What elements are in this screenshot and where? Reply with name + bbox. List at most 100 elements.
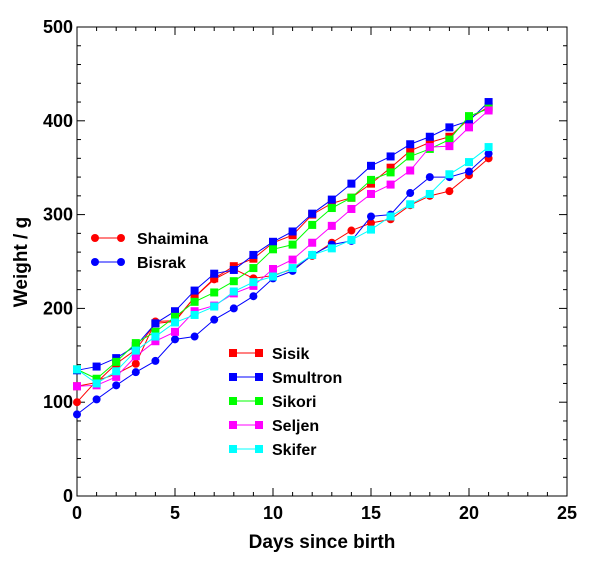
data-point	[445, 135, 454, 144]
legend-marker	[229, 397, 237, 405]
x-tick-label: 20	[459, 503, 479, 523]
data-point	[386, 152, 395, 161]
legend-marker	[91, 258, 99, 266]
legend-label: Sisik	[272, 346, 309, 363]
data-point	[406, 189, 415, 198]
data-point	[465, 167, 473, 176]
legend-item-smultron: Smultron	[229, 370, 342, 387]
data-point	[171, 327, 179, 336]
data-point	[131, 346, 140, 355]
data-point	[112, 381, 121, 390]
data-point	[269, 272, 277, 281]
legend-marker	[91, 234, 99, 242]
data-point	[288, 255, 297, 264]
data-point	[465, 112, 473, 121]
data-point	[347, 226, 356, 235]
y-tick-label: 100	[43, 392, 73, 412]
data-point	[131, 359, 140, 368]
data-point	[288, 264, 297, 273]
data-point	[249, 292, 258, 301]
series-skifer	[73, 143, 493, 388]
data-point	[73, 410, 81, 419]
data-point	[445, 123, 454, 132]
data-point	[347, 204, 356, 213]
legend-marker	[229, 349, 237, 357]
data-point	[347, 235, 356, 244]
data-point	[190, 310, 199, 319]
plot-frame	[76, 26, 568, 497]
data-point	[288, 227, 297, 236]
data-point	[73, 382, 81, 391]
data-point	[406, 200, 415, 209]
data-point	[73, 365, 81, 374]
data-point	[465, 116, 473, 125]
data-point	[386, 180, 395, 189]
data-point	[367, 175, 375, 184]
data-point	[327, 204, 336, 213]
data-point	[269, 245, 277, 254]
data-point	[190, 332, 199, 341]
data-point	[229, 277, 238, 286]
data-point	[406, 146, 415, 155]
y-tick-label: 400	[43, 111, 73, 131]
legend-marker	[117, 234, 125, 242]
data-point	[425, 143, 434, 152]
data-point	[308, 209, 317, 218]
data-point	[465, 158, 473, 167]
data-point	[308, 238, 317, 247]
series-line	[76, 101, 489, 371]
y-tick-label: 500	[43, 17, 73, 37]
y-tick-label: 200	[43, 298, 73, 318]
data-point	[190, 297, 199, 306]
data-point	[249, 278, 258, 287]
data-point	[112, 357, 121, 366]
data-point	[425, 173, 434, 182]
data-point	[367, 219, 375, 228]
legend-marker	[255, 421, 263, 429]
data-point	[210, 269, 219, 278]
legend-marker	[255, 373, 263, 381]
data-point	[288, 240, 297, 249]
data-point	[92, 395, 101, 404]
series-line	[76, 106, 489, 387]
legend-marker	[229, 445, 237, 453]
legend-label: Shaimina	[137, 231, 208, 248]
data-point	[386, 212, 395, 221]
data-point	[425, 189, 434, 198]
data-point	[229, 304, 238, 313]
data-point	[445, 187, 454, 196]
data-point	[171, 318, 179, 327]
data-point	[367, 212, 375, 221]
y-tick-label: 300	[43, 205, 73, 225]
data-point	[210, 288, 219, 297]
data-point	[131, 368, 140, 377]
data-point	[367, 161, 375, 170]
data-point	[327, 221, 336, 230]
legend-marker	[255, 445, 263, 453]
data-point	[484, 106, 493, 115]
data-point	[229, 265, 238, 274]
data-point	[484, 143, 493, 152]
data-point	[347, 193, 356, 202]
data-point	[112, 372, 121, 381]
data-point	[484, 149, 493, 158]
data-point	[308, 250, 317, 259]
series-smultron	[73, 98, 493, 375]
data-point	[92, 374, 101, 383]
legend-marker	[255, 397, 263, 405]
data-point	[151, 332, 160, 341]
data-point	[327, 244, 336, 253]
data-point	[406, 152, 415, 161]
x-axis-title: Days since birth	[249, 532, 396, 553]
data-point	[249, 250, 258, 259]
data-point	[210, 274, 219, 283]
data-point	[484, 98, 493, 107]
x-tick-label: 5	[170, 503, 180, 523]
series-line	[76, 153, 489, 415]
data-point	[190, 293, 199, 302]
data-point	[229, 287, 238, 296]
data-point	[210, 302, 219, 311]
legend-label: Smultron	[272, 370, 342, 387]
data-point	[269, 265, 277, 274]
